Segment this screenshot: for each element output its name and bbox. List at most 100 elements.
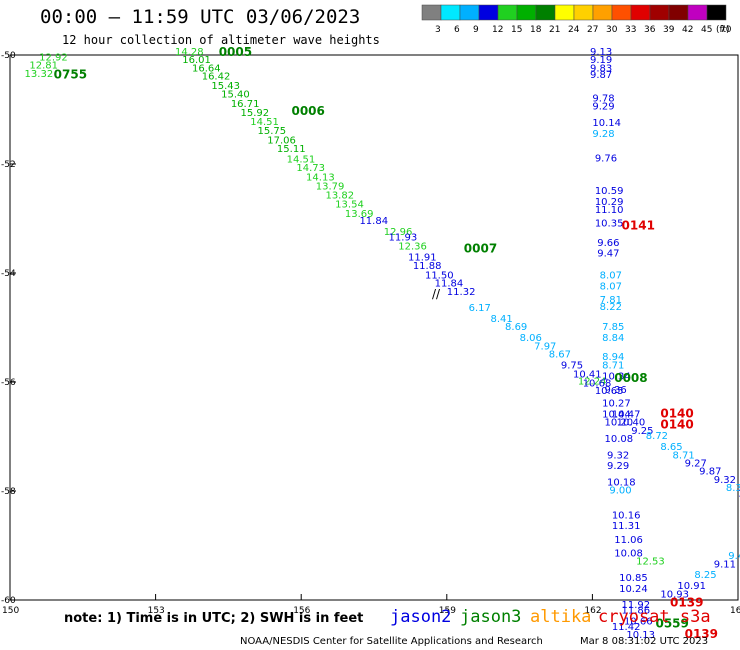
footer-note: note: 1) Time is in UTC; 2) SWH is in fe…: [64, 611, 364, 626]
wave-height-jason2: 11.32: [447, 287, 476, 298]
wave-height-jason2: 10.08: [614, 548, 643, 559]
wave-height-jason2: 10.24: [619, 584, 648, 595]
color-scale-label: 12: [492, 25, 503, 35]
wave-height-jason2: 8.71: [672, 450, 694, 461]
wave-height-jason2: 9.87: [590, 70, 612, 81]
wave-height-jason2: 11.84: [359, 216, 388, 227]
pass-time-label: 0141: [622, 218, 655, 232]
wave-height-jason2: 9.29: [607, 461, 629, 472]
wave-height-jason2: 8.25: [694, 570, 716, 581]
wave-height-jason2: 9.66: [597, 238, 619, 249]
wave-height-jason2: 9.28: [592, 129, 614, 140]
wave-height-jason2: 10.68: [583, 378, 612, 389]
wave-height-jason3: 14.13: [306, 172, 335, 183]
wave-height-jason2: 10.35: [595, 219, 624, 230]
wave-height-jason2: 11.93: [389, 232, 418, 243]
wave-height-jason2: 9.32: [607, 450, 629, 461]
pass-time-label: 0140: [660, 406, 693, 420]
color-scale-label: 3: [435, 25, 441, 35]
pass-time-label: 0139: [670, 596, 703, 610]
color-scale-swatch: [706, 4, 727, 21]
color-scale-label: 18: [530, 25, 542, 35]
wave-height-jason3: 12.81: [29, 61, 58, 72]
wave-height-jason2: 11.42: [612, 622, 641, 633]
wave-height-jason2: 9.32: [714, 475, 736, 486]
wave-height-jason3: 13.79: [316, 182, 345, 193]
color-scale-label: 45: [701, 25, 712, 35]
wave-height-jason2: 10.65: [595, 386, 624, 397]
x-tick-label: 162: [584, 606, 601, 616]
wave-height-jason2: 6.17: [469, 303, 491, 314]
color-scale-swatch: [687, 4, 708, 21]
wave-height-jason3: 13.69: [345, 209, 374, 220]
y-tick-label: -52: [1, 160, 16, 170]
wave-height-jason2: 11.88: [413, 261, 442, 272]
wave-height-jason2: 10.20: [605, 418, 634, 429]
wave-height-jason2: 9.4: [728, 551, 740, 562]
wave-height-jason2: 8.22: [600, 302, 622, 313]
color-scale-label: 42: [682, 25, 693, 35]
wave-height-jason3: 15.75: [258, 126, 287, 137]
wave-height-jason2: 9.19: [590, 55, 612, 66]
color-scale-swatch: [459, 4, 480, 21]
color-scale-label: 70: [720, 25, 732, 35]
wave-height-jason3: 15.92: [241, 108, 270, 119]
legend-jason3: jason3: [460, 607, 522, 627]
wave-height-jason2: 11.50: [425, 270, 454, 281]
wave-height-jason2: 10.93: [660, 589, 689, 600]
legend-jason2: jason2: [390, 607, 452, 627]
wave-height-jason3: 13.82: [325, 190, 354, 201]
wave-height-jason2: 10.59: [595, 186, 624, 197]
wave-height-jason2: 10.29: [595, 197, 624, 208]
color-scale-label: 27: [587, 25, 598, 35]
wave-height-jason3: 13.32: [25, 69, 54, 80]
wave-height-jason2: 10.85: [619, 573, 648, 584]
chart-title: 00:00 – 11:59 UTC 03/06/2023: [40, 6, 361, 28]
wave-height-jason3: 16.64: [192, 63, 221, 74]
pass-time-label: 0139: [685, 627, 718, 641]
wave-height-jason3: 16.71: [231, 99, 260, 110]
wave-height-jason3: 12.96: [384, 227, 413, 238]
wave-height-jason2: 10.44: [602, 409, 631, 420]
wave-height-jason3: 12.24: [578, 377, 607, 388]
y-tick-label: -58: [1, 487, 16, 497]
wave-height-jason3: 17.06: [267, 135, 296, 146]
wave-height-jason3: 14.51: [287, 154, 316, 165]
y-tick-label: -50: [1, 51, 16, 61]
color-scale-swatch: [630, 4, 651, 21]
x-tick-label: 165: [730, 606, 740, 616]
wave-height-jason2: 8.06: [520, 333, 542, 344]
wave-height-jason2: 11.86: [622, 606, 651, 617]
wave-height-jason2: 9.36: [605, 385, 627, 396]
pass-time-label: 0007: [464, 241, 497, 255]
color-scale-swatch: [478, 4, 499, 21]
pass-time-label: 0140: [660, 417, 693, 431]
wave-height-jason2: 11.84: [435, 279, 464, 290]
color-scale-swatch: [421, 4, 442, 21]
wave-height-jason3: 15.11: [277, 144, 306, 155]
wave-height-jason2: 8.72: [646, 431, 668, 442]
wave-height-jason2: 8.67: [549, 349, 571, 360]
wave-height-jason2: 10.27: [602, 399, 631, 410]
color-scale-swatch: [497, 4, 518, 21]
color-scale-unit: (ft): [716, 25, 730, 35]
wave-height-jason2: 9.27: [685, 458, 707, 469]
wave-height-jason2: 10.40: [617, 418, 646, 429]
wave-height-jason3: 15.43: [211, 81, 240, 92]
color-scale-swatch: [516, 4, 537, 21]
wave-height-jason2: 7.81: [600, 295, 622, 306]
wave-height-jason2: 10.18: [607, 478, 636, 489]
color-scale-swatch: [554, 4, 575, 21]
footer-credit: NOAA/NESDIS Center for Satellite Applica…: [240, 636, 543, 647]
color-scale: 3 6 9 12 15 18 21 24 27 30 33 36 39 42 45 70(ft): [421, 4, 732, 35]
pass-time-label: 0755: [54, 67, 87, 81]
color-scale-label: 9: [473, 25, 479, 35]
wave-height-jason2: 8.41: [490, 314, 512, 325]
x-tick-label: 156: [293, 606, 310, 616]
color-scale-label: 30: [606, 25, 618, 35]
color-scale-label: 21: [549, 25, 560, 35]
color-scale-label: 39: [663, 25, 675, 35]
